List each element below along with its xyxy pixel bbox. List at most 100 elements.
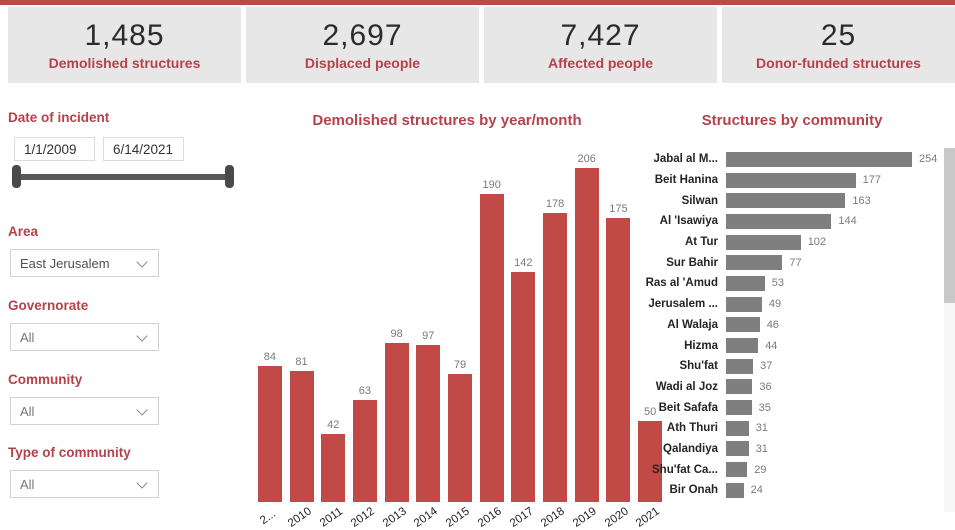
community-category-label: Silwan — [681, 194, 718, 207]
community-category-label: Ras al 'Amud — [645, 277, 718, 290]
slider-track[interactable] — [16, 174, 230, 180]
bar-value-label: 144 — [838, 215, 857, 228]
community-row: Sur Bahir 77 — [618, 252, 944, 273]
kpi-card-displaced-people: 2,697 Displaced people — [246, 7, 479, 83]
community-category-label: Shu'fat Ca... — [652, 463, 718, 476]
year-bar[interactable] — [638, 420, 663, 502]
governorate-dropdown-value: All — [20, 329, 35, 345]
community-chart-scrollbar[interactable] — [944, 148, 955, 512]
kpi-label: Donor-funded structures — [756, 55, 921, 71]
x-axis-tick-label: 2020 — [602, 505, 631, 530]
x-axis-tick-label: 2013 — [380, 505, 409, 530]
year-bar[interactable] — [447, 373, 472, 502]
year-bar[interactable] — [352, 399, 377, 502]
community-bar[interactable] — [726, 317, 760, 333]
year-chart-plot: 84 81 42 63 98 97 79 190 142 178 206 175 50 — [254, 122, 666, 502]
community-bar[interactable] — [726, 296, 762, 312]
bar-value-label: 77 — [789, 256, 802, 269]
community-row: Ath Thuri 31 — [618, 418, 944, 439]
year-bar[interactable] — [511, 271, 536, 502]
community-bar[interactable] — [726, 275, 765, 291]
community-dropdown-value: All — [20, 403, 35, 419]
x-axis-tick-label: 2010 — [285, 505, 314, 530]
bar-value-label: 175 — [609, 203, 628, 216]
community-row: Al 'Isawiya 144 — [618, 211, 944, 232]
year-bar[interactable] — [543, 213, 568, 502]
x-axis-tick-label: 2018 — [539, 505, 568, 530]
x-axis-tick-label: 2016 — [475, 505, 504, 530]
date-of-incident-label: Date of incident — [8, 110, 110, 125]
bar-value-label: 254 — [919, 153, 938, 166]
community-row: Qalandiya 31 — [618, 439, 944, 460]
date-end-input[interactable] — [103, 137, 184, 161]
community-bar[interactable] — [726, 358, 754, 374]
slider-handle-start[interactable] — [12, 165, 21, 188]
community-dropdown[interactable]: All — [10, 397, 159, 425]
community-category-label: Qalandiya — [663, 442, 718, 455]
bar-value-label: 46 — [766, 318, 779, 331]
area-dropdown-value: East Jerusalem — [20, 255, 110, 271]
community-bar[interactable] — [726, 151, 912, 167]
community-label: Community — [8, 372, 83, 387]
scrollbar-thumb[interactable] — [944, 148, 955, 303]
kpi-value: 2,697 — [322, 19, 403, 52]
bar-value-label: 177 — [862, 174, 881, 187]
community-row: Jerusalem ... 49 — [618, 294, 944, 315]
community-row: At Tur 102 — [618, 232, 944, 253]
bar-value-label: 178 — [545, 198, 565, 211]
community-chart-title: Structures by community — [701, 112, 883, 129]
date-range-slider[interactable] — [12, 165, 234, 189]
year-bar[interactable] — [606, 218, 631, 502]
chevron-down-icon — [136, 256, 148, 268]
type-of-community-dropdown-value: All — [20, 476, 35, 492]
community-bar[interactable] — [726, 193, 846, 209]
kpi-value: 1,485 — [84, 19, 165, 52]
community-row: Wadi al Joz 36 — [618, 377, 944, 398]
kpi-value: 7,427 — [560, 19, 641, 52]
year-bar[interactable] — [321, 433, 346, 502]
bar-value-label: 37 — [760, 360, 773, 373]
kpi-card-donor-funded-structures: 25 Donor-funded structures — [722, 7, 955, 83]
chevron-down-icon — [136, 404, 148, 416]
kpi-value: 25 — [820, 19, 857, 52]
community-category-label: Hizma — [684, 339, 718, 352]
community-bar[interactable] — [726, 255, 783, 271]
bar-value-label: 49 — [768, 298, 782, 311]
bar-value-label: 98 — [390, 328, 403, 341]
community-bar[interactable] — [726, 338, 759, 354]
community-bar[interactable] — [726, 213, 832, 229]
community-category-label: Shu'fat — [679, 360, 718, 373]
community-bar[interactable] — [726, 379, 753, 395]
year-bar[interactable] — [289, 370, 314, 502]
community-category-label: Wadi al Joz — [655, 380, 718, 393]
community-bar[interactable] — [726, 420, 749, 436]
x-axis-tick-label: 2011 — [317, 505, 345, 530]
year-bar[interactable] — [257, 365, 282, 502]
year-bar[interactable] — [574, 168, 599, 502]
bar-value-label: 44 — [765, 339, 778, 352]
community-bar[interactable] — [726, 441, 749, 457]
year-bar[interactable] — [384, 343, 409, 502]
community-bar[interactable] — [726, 234, 801, 250]
date-start-input[interactable] — [14, 137, 95, 161]
community-bar[interactable] — [726, 482, 744, 498]
community-bar[interactable] — [726, 462, 748, 478]
community-bar[interactable] — [726, 172, 856, 188]
community-chart-rows: Jabal al M... 254 Beit Hanina 177 Silwan 163 A… — [618, 149, 944, 501]
year-bar[interactable] — [479, 193, 504, 502]
type-of-community-dropdown[interactable]: All — [10, 470, 159, 498]
governorate-label: Governorate — [8, 298, 89, 313]
kpi-cards: 1,485 Demolished structures 2,697 Displa… — [8, 7, 955, 83]
community-row: Shu'fat 37 — [618, 356, 944, 377]
slider-handle-end[interactable] — [225, 165, 234, 188]
x-axis-tick-label: 2... — [257, 508, 278, 528]
kpi-label: Affected people — [547, 55, 653, 71]
bar-value-label: 31 — [755, 442, 768, 455]
year-bar[interactable] — [416, 344, 441, 502]
area-dropdown[interactable]: East Jerusalem — [10, 249, 159, 277]
bar-value-label: 190 — [482, 178, 501, 191]
community-category-label: Al Walaja — [667, 318, 718, 331]
kpi-label: Displaced people — [304, 55, 421, 71]
governorate-dropdown[interactable]: All — [10, 323, 159, 351]
community-bar[interactable] — [726, 400, 752, 416]
